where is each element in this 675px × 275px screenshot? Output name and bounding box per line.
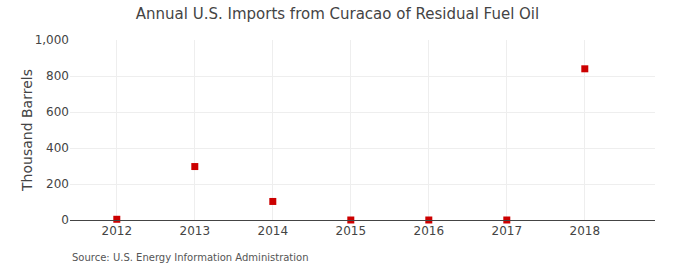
svg-text:Annual U.S. Imports from Curac: Annual U.S. Imports from Curacao of Resi… bbox=[136, 5, 539, 23]
svg-text:2012: 2012 bbox=[102, 224, 133, 238]
svg-text:600: 600 bbox=[46, 105, 69, 119]
svg-text:2013: 2013 bbox=[180, 224, 211, 238]
svg-text:0: 0 bbox=[61, 213, 69, 227]
svg-text:1,000: 1,000 bbox=[35, 33, 69, 47]
svg-text:2015: 2015 bbox=[336, 224, 367, 238]
svg-text:Source: U.S. Energy Informatio: Source: U.S. Energy Information Administ… bbox=[72, 252, 309, 263]
svg-text:400: 400 bbox=[46, 141, 69, 155]
svg-text:2014: 2014 bbox=[258, 224, 289, 238]
svg-text:2016: 2016 bbox=[414, 224, 445, 238]
svg-text:800: 800 bbox=[46, 69, 69, 83]
svg-text:200: 200 bbox=[46, 177, 69, 191]
svg-text:Thousand Barrels: Thousand Barrels bbox=[19, 69, 35, 192]
svg-text:2018: 2018 bbox=[570, 224, 601, 238]
svg-text:2017: 2017 bbox=[492, 224, 523, 238]
